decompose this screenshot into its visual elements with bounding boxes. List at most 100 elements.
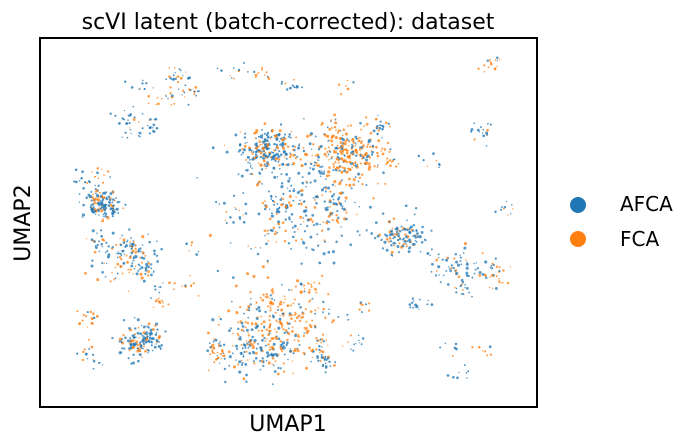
scatter-point xyxy=(360,128,363,131)
scatter-point xyxy=(121,272,124,275)
scatter-point xyxy=(90,264,94,268)
scatter-point xyxy=(258,140,262,143)
scatter-point xyxy=(290,289,293,292)
scatter-point xyxy=(456,376,459,380)
scatter-point xyxy=(125,122,128,125)
scatter-point xyxy=(341,207,344,210)
scatter-point xyxy=(154,288,157,291)
scatter-point xyxy=(387,220,391,223)
scatter-point xyxy=(242,330,245,332)
scatter-point xyxy=(100,234,104,238)
scatter-point xyxy=(408,238,412,242)
scatter-point xyxy=(257,135,260,138)
scatter-point xyxy=(300,188,304,193)
scatter-point xyxy=(271,171,274,174)
scatter-point xyxy=(254,351,258,355)
scatter-point xyxy=(147,102,150,104)
scatter-point xyxy=(413,213,416,216)
scatter-point xyxy=(280,182,284,185)
scatter-point xyxy=(236,347,239,351)
scatter-point xyxy=(97,177,100,180)
scatter-point xyxy=(220,69,223,72)
scatter-point xyxy=(385,121,388,124)
scatter-point xyxy=(252,360,255,363)
scatter-point xyxy=(279,143,282,146)
scatter-point xyxy=(344,132,348,136)
scatter-point xyxy=(345,217,348,221)
scatter-point xyxy=(249,166,252,168)
scatter-point xyxy=(137,249,141,253)
scatter-point xyxy=(314,287,317,291)
scatter-point xyxy=(338,182,342,186)
scatter-point xyxy=(148,240,151,244)
scatter-point xyxy=(224,380,227,384)
scatter-point xyxy=(114,277,117,279)
scatter-point xyxy=(266,229,269,232)
scatter-point xyxy=(388,159,392,162)
scatter-point xyxy=(131,249,135,253)
scatter-point xyxy=(238,360,242,364)
scatter-point xyxy=(363,125,366,127)
scatter-point xyxy=(288,177,291,180)
scatter-point xyxy=(403,227,407,231)
scatter-point xyxy=(184,285,187,288)
scatter-point xyxy=(239,305,242,309)
scatter-point xyxy=(284,82,287,85)
scatter-point xyxy=(490,267,494,270)
scatter-point xyxy=(303,152,307,156)
scatter-point xyxy=(294,320,297,323)
scatter-point xyxy=(418,298,421,301)
scatter-point xyxy=(348,167,352,171)
scatter-point xyxy=(450,264,454,267)
scatter-point xyxy=(263,138,267,141)
scatter-point xyxy=(239,131,242,133)
scatter-point xyxy=(129,337,132,339)
scatter-point xyxy=(218,342,220,345)
scatter-point xyxy=(153,285,157,288)
scatter-point xyxy=(146,274,150,277)
scatter-point xyxy=(418,308,420,310)
scatter-point xyxy=(289,153,293,156)
scatter-point xyxy=(254,137,257,140)
scatter-point xyxy=(281,80,284,83)
scatter-point xyxy=(259,368,262,371)
scatter-point xyxy=(267,240,270,242)
scatter-point xyxy=(261,265,265,269)
scatter-point xyxy=(484,273,487,277)
scatter-point xyxy=(335,240,338,243)
scatter-point xyxy=(383,148,387,151)
scatter-point xyxy=(380,239,383,242)
scatter-point xyxy=(271,155,275,159)
scatter-point xyxy=(390,161,393,163)
scatter-point xyxy=(293,224,297,228)
scatter-point xyxy=(416,232,419,235)
scatter-point xyxy=(270,212,273,215)
scatter-point xyxy=(118,337,122,341)
scatter-point xyxy=(300,238,303,241)
scatter-point xyxy=(101,270,104,274)
scatter-point xyxy=(355,154,358,157)
scatter-point xyxy=(438,274,440,276)
scatter-point xyxy=(273,142,276,146)
scatter-point xyxy=(261,146,265,150)
scatter-point xyxy=(97,184,100,187)
scatter-point xyxy=(240,153,243,156)
scatter-point xyxy=(310,162,313,166)
scatter-point xyxy=(86,326,88,328)
scatter-point xyxy=(287,242,291,245)
scatter-point xyxy=(349,124,353,127)
scatter-point xyxy=(247,316,250,319)
scatter-point xyxy=(448,266,450,268)
scatter-point xyxy=(230,76,233,79)
scatter-point xyxy=(329,213,332,216)
scatter-point xyxy=(132,346,135,349)
scatter-point xyxy=(152,306,155,308)
scatter-point xyxy=(218,362,221,365)
scatter-point xyxy=(152,123,156,127)
scatter-point xyxy=(331,250,336,254)
scatter-point xyxy=(259,247,262,249)
scatter-point xyxy=(288,194,292,199)
scatter-point xyxy=(98,196,101,198)
scatter-point xyxy=(172,74,175,77)
scatter-point xyxy=(256,316,259,319)
